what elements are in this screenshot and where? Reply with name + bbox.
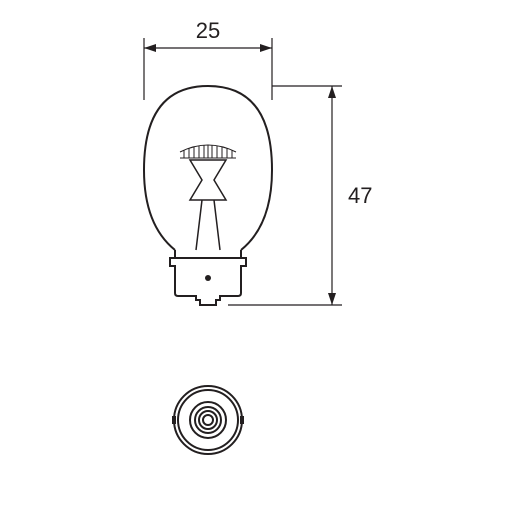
dimension-width: 25 [144,18,272,100]
dimension-height-value: 47 [348,183,372,208]
dimension-height: 47 [228,86,372,305]
dimension-width-value: 25 [196,18,220,43]
bulb-bottom-view [172,386,244,454]
bulb-side-view [144,86,272,305]
bulb-technical-drawing: 25 47 [0,0,519,519]
